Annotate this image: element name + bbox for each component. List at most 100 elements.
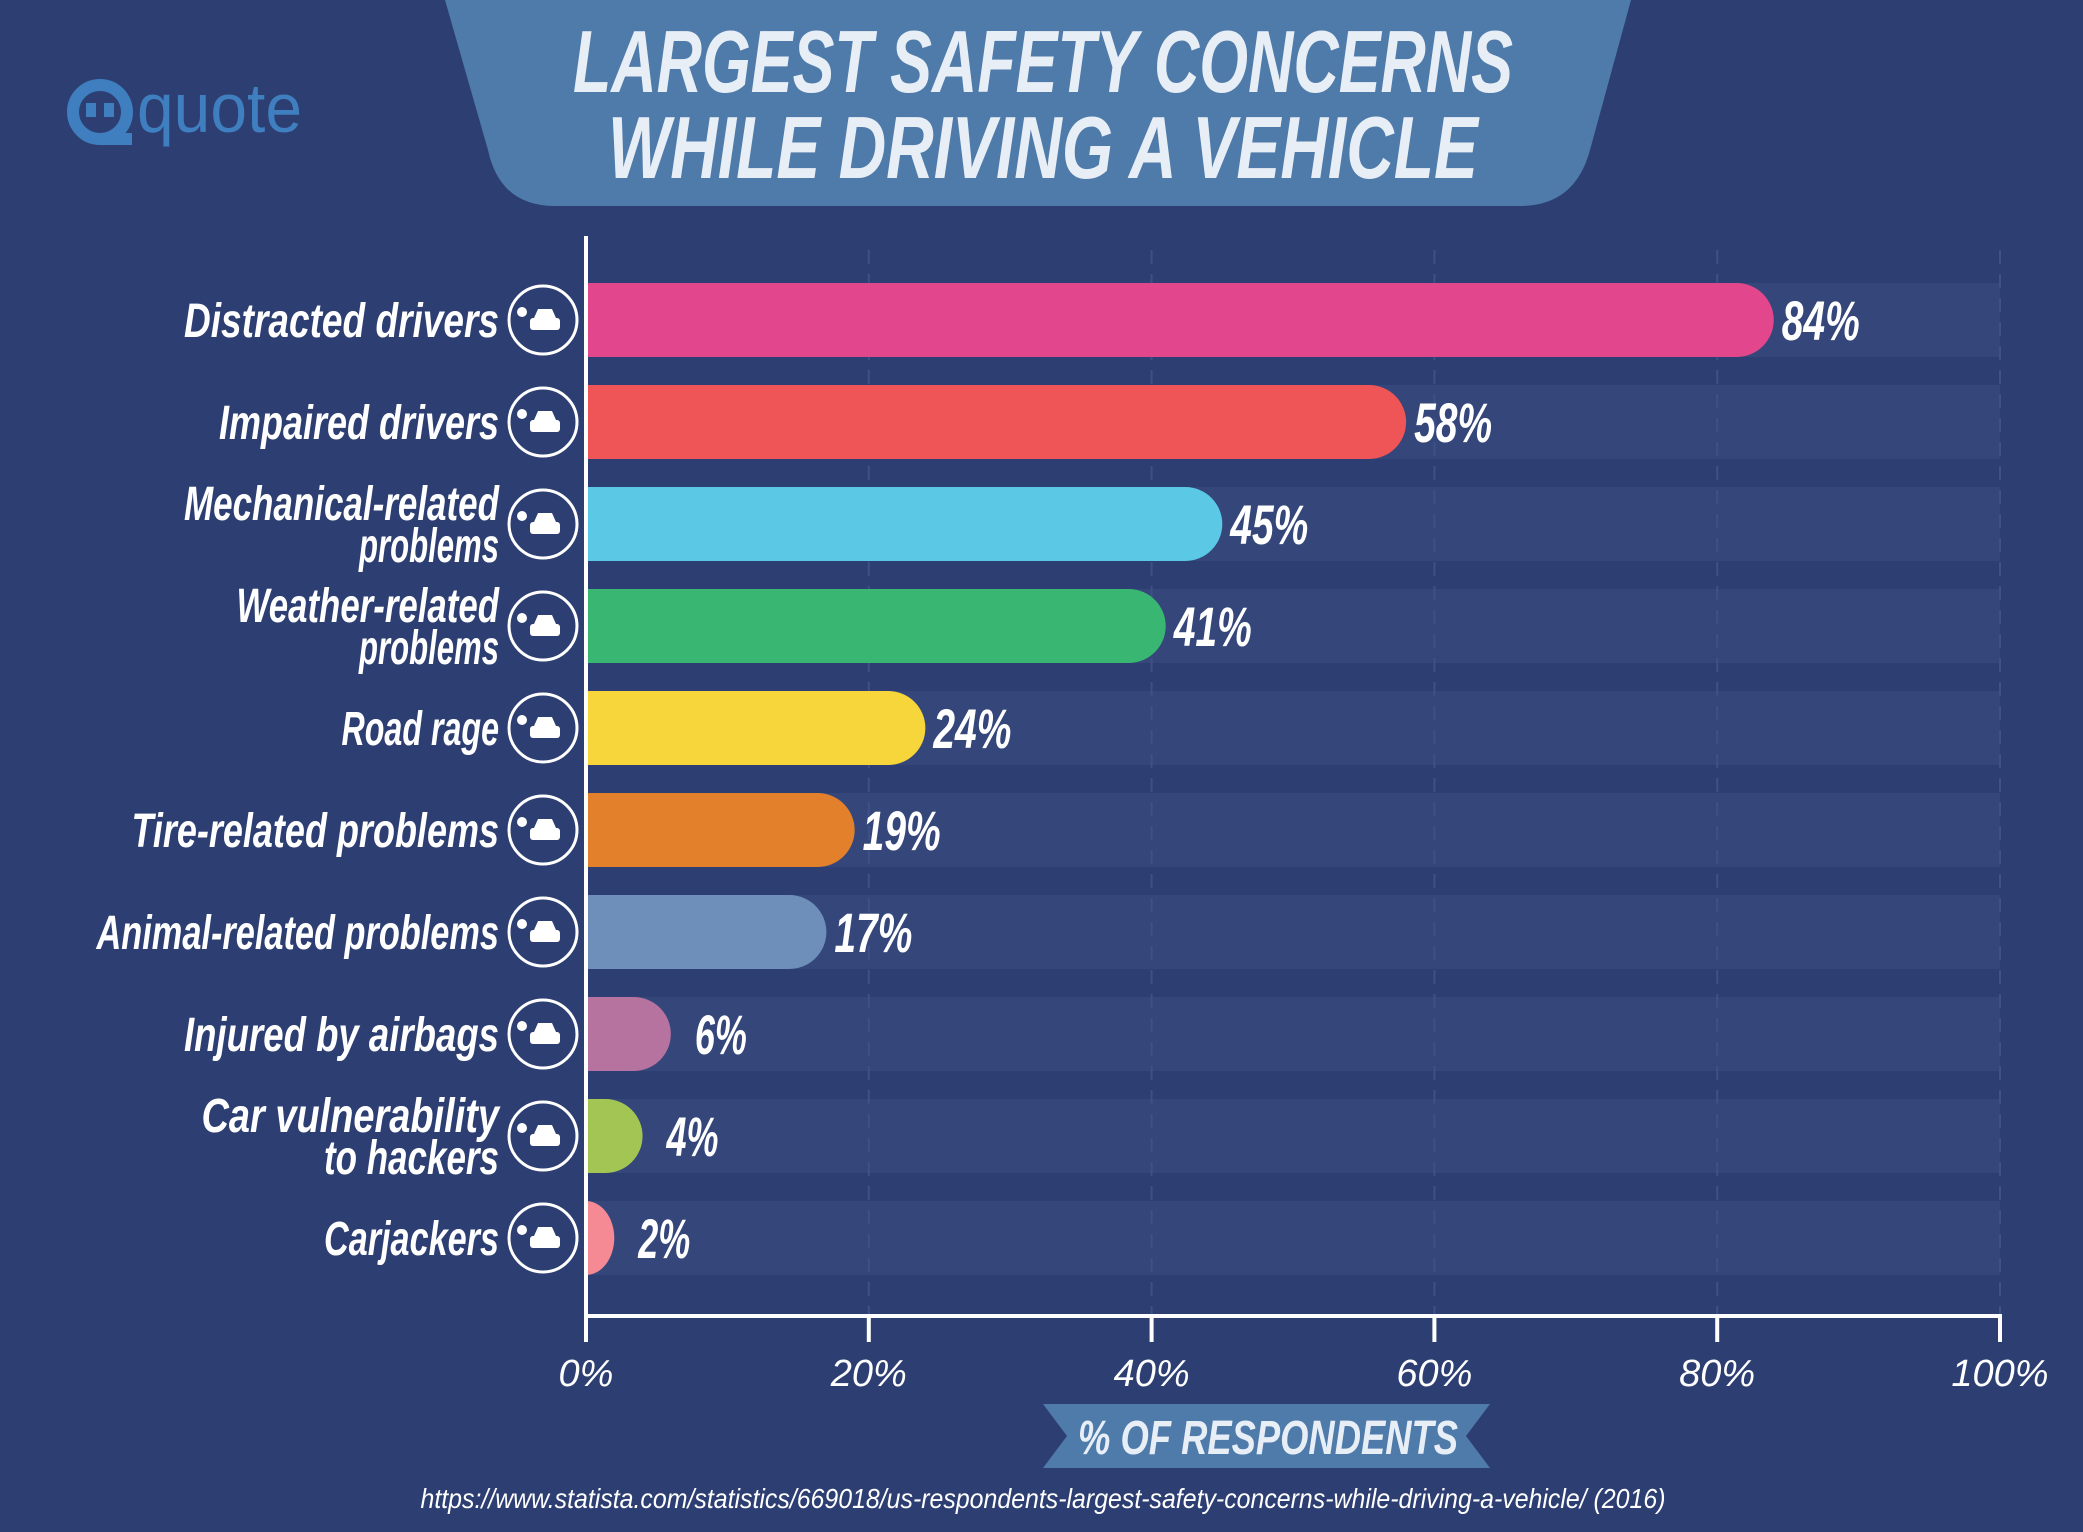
category-label: Impaired drivers [219,397,499,450]
bar [586,385,1407,459]
category-label: Mechanical-related [184,478,500,531]
no-drinking-icon [507,386,579,458]
bar [586,1201,615,1275]
icon-shape [517,1123,527,1133]
icon-shape [517,511,527,521]
bar [586,487,1223,561]
value-label: 58% [1414,391,1492,454]
x-tick-label: 20% [830,1353,907,1395]
category-label: problems [358,622,499,675]
icon-shape [534,615,556,624]
category-label: to hackers [324,1132,499,1185]
distracted-driver-icon [507,284,579,356]
axis-title-ribbon [1043,1404,1490,1468]
icon-shape [534,411,556,420]
title-banner [445,0,1631,206]
airbag-icon [507,998,579,1070]
bar [586,895,827,969]
value-label: 45% [1230,493,1309,556]
icon-shape [534,717,556,726]
icon-circle [507,692,579,764]
icon-circle [507,1202,579,1274]
title-line-1: LARGEST SAFETY CONCERNS [573,12,1513,111]
category-label: Car vulnerability [202,1090,501,1143]
bar-track [586,997,2000,1071]
icon-shape [517,919,527,929]
value-label: 2% [638,1207,691,1270]
icon-shape [530,420,560,432]
icon-shape [530,522,560,534]
icon-circle [507,998,579,1070]
weather-thermometer-icon [507,590,579,662]
logo-text: quote [137,69,302,147]
icon-shape [530,726,560,738]
icon-circle [507,386,579,458]
icon-shape [530,1032,560,1044]
x-axis-title: % OF RESPONDENTS [1078,1412,1458,1465]
icon-circle [507,794,579,866]
value-label: 84% [1782,289,1860,352]
category-label: Weather-related [237,580,501,633]
value-label: 24% [933,697,1012,760]
car-hacker-icon [507,1100,579,1172]
icon-circle [507,590,579,662]
icon-shape [530,624,560,636]
icon-shape [534,819,556,828]
bar [586,589,1166,663]
bar-track [586,1201,2000,1275]
value-label: 17% [834,901,912,964]
title-line-2: WHILE DRIVING A VEHICLE [608,98,1480,197]
bar [586,691,926,765]
category-label: Injured by airbags [184,1009,499,1062]
animals-icon [507,896,579,968]
bar [586,793,855,867]
icon-shape [517,613,527,623]
source-text: https://www.statista.com/statistics/6690… [421,1483,1666,1514]
icon-shape [534,1023,556,1032]
icon-shape [530,318,560,330]
x-tick-label: 0% [559,1353,614,1395]
x-tick-label: 80% [1679,1353,1755,1395]
icon-shape [517,1225,527,1235]
category-label: Road rage [342,703,500,756]
icon-shape [517,715,527,725]
category-label: Tire-related problems [132,805,500,858]
x-tick-label: 60% [1396,1353,1472,1395]
icon-circle [507,488,579,560]
mechanic-icon [507,488,579,560]
category-label: Animal-related problems [96,907,499,960]
bar [586,1099,643,1173]
icon-circle [507,896,579,968]
bar [586,997,671,1071]
icon-shape [530,828,560,840]
icon-shape [517,817,527,827]
icon-shape [530,930,560,942]
icon-shape [534,1125,556,1134]
carjacker-icon [507,1202,579,1274]
category-label: Carjackers [324,1213,499,1266]
car-lift-icon [507,794,579,866]
value-label: 6% [695,1003,747,1066]
icon-shape [517,409,527,419]
category-label: problems [358,520,499,573]
value-label: 41% [1173,595,1252,658]
x-tick-label: 100% [1951,1353,2048,1395]
icon-shape [534,1227,556,1236]
icon-shape [534,513,556,522]
icon-shape [534,921,556,930]
bar [586,283,1774,357]
x-tick-label: 40% [1114,1353,1190,1395]
icon-circle [507,284,579,356]
icon-shape [534,309,556,318]
icon-shape [517,1021,527,1031]
icon-shape [530,1236,560,1248]
bar-track [586,1099,2000,1173]
icon-shape [517,307,527,317]
quote-logo: quote [67,69,302,147]
value-label: 19% [863,799,941,862]
category-label: Distracted drivers [184,295,499,348]
value-label: 4% [666,1105,719,1168]
road-rage-icon [507,692,579,764]
icon-circle [507,1100,579,1172]
